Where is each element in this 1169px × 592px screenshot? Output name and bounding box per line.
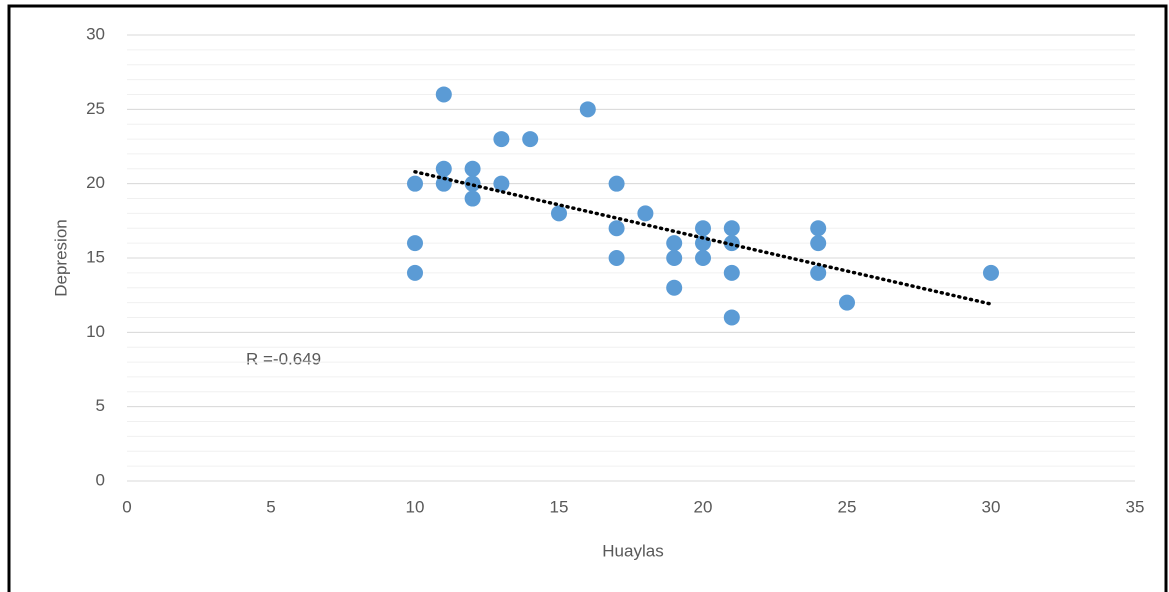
- point: [493, 131, 510, 148]
- point: [637, 205, 654, 222]
- x-tick-label: 5: [266, 497, 275, 516]
- x-tick-label: 30: [982, 497, 1001, 516]
- point: [839, 294, 855, 311]
- y-axis-title: Depresion: [51, 219, 70, 297]
- x-tick-label: 10: [406, 497, 425, 516]
- point: [464, 190, 481, 207]
- point: [522, 131, 539, 148]
- point: [983, 264, 999, 281]
- x-tick-label: 25: [838, 497, 857, 516]
- point: [810, 264, 827, 281]
- y-tick-label: 0: [96, 470, 105, 489]
- point: [695, 250, 711, 266]
- y-tick-label: 25: [86, 99, 105, 118]
- point: [608, 250, 625, 266]
- point: [810, 220, 827, 237]
- point: [579, 101, 596, 118]
- point: [464, 175, 481, 192]
- y-tick-label: 30: [86, 24, 105, 43]
- x-tick-label: 15: [550, 497, 569, 516]
- point: [435, 175, 452, 192]
- point: [608, 220, 625, 237]
- point: [435, 86, 452, 103]
- x-tick-label: 35: [1126, 497, 1145, 516]
- y-tick-label: 10: [86, 322, 105, 341]
- point: [407, 235, 423, 252]
- point: [695, 220, 711, 237]
- point: [666, 279, 683, 296]
- y-tick-label: 20: [86, 173, 105, 192]
- point: [723, 220, 740, 237]
- x-tick-label: 0: [122, 497, 131, 516]
- point: [608, 175, 625, 192]
- point: [435, 160, 452, 177]
- point: [810, 235, 827, 252]
- x-axis-title: Huaylas: [602, 541, 663, 560]
- point: [666, 250, 683, 266]
- frame: [7, 4, 1168, 592]
- point: [666, 235, 683, 252]
- point: [493, 175, 510, 192]
- annotation: R =-0.649: [246, 349, 321, 368]
- point: [407, 175, 423, 192]
- point: [464, 160, 481, 177]
- x-tick-label: 20: [694, 497, 713, 516]
- point: [551, 205, 567, 222]
- trendline: [413, 170, 993, 306]
- point: [723, 264, 740, 281]
- point: [723, 309, 740, 326]
- y-tick-label: 5: [96, 396, 105, 415]
- point: [407, 264, 423, 281]
- y-tick-label: 15: [86, 247, 105, 266]
